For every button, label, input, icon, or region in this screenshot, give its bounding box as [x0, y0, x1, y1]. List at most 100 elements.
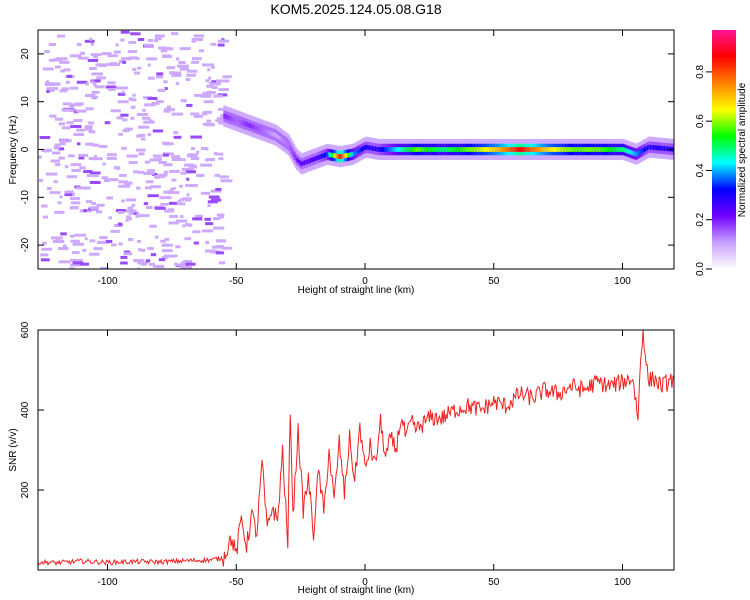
heatmap-cell [191, 37, 204, 41]
heatmap-cell [456, 147, 459, 152]
heatmap-cell [283, 139, 286, 145]
heatmap-cell [282, 138, 285, 143]
heatmap-cell [101, 176, 109, 180]
heatmap-cell [44, 49, 50, 53]
heatmap-cell [260, 127, 263, 133]
heatmap-cell [147, 96, 158, 100]
heatmap-cell [61, 87, 70, 91]
heatmap-cell [333, 153, 336, 158]
heatmap-cell [323, 152, 327, 158]
heatmap-cell [421, 147, 424, 152]
heatmap-cell [210, 189, 222, 193]
heatmap-cell [88, 130, 96, 134]
heatmap-cell [623, 147, 626, 153]
heatmap-cell [328, 152, 331, 158]
heatmap-cell [45, 80, 50, 84]
heatmap-cell [235, 118, 238, 124]
heatmap-cell [64, 139, 72, 143]
heatmap-cell [69, 206, 79, 210]
heatmap-cell [79, 166, 86, 170]
heatmap-cell [56, 239, 65, 243]
heatmap-cell [499, 147, 503, 152]
heatmap-cell [626, 148, 629, 154]
heatmap-cell [69, 234, 75, 238]
heatmap-cell [90, 95, 99, 99]
heatmap-cell [96, 203, 105, 207]
heatmap-cell [70, 103, 82, 107]
heatmap-cell [600, 147, 603, 152]
heatmap-cell [127, 50, 138, 54]
heatmap-cell [160, 239, 166, 243]
heatmap-cell [164, 209, 174, 213]
heatmap-cell [119, 173, 127, 177]
heatmap-cell [68, 154, 75, 158]
heatmap-cell [614, 147, 617, 152]
heatmap-cell [131, 203, 136, 207]
heatmap-cell [289, 146, 293, 151]
heatmap-cell [179, 47, 191, 51]
heatmap-cell [200, 163, 213, 167]
heatmap-cell [175, 219, 188, 223]
heatmap-cell [92, 157, 103, 161]
heatmap-cell [72, 242, 85, 246]
heatmap-cell [211, 82, 221, 86]
heatmap-cell [109, 153, 117, 157]
heatmap-cell [205, 79, 210, 83]
heatmap-cell [245, 121, 248, 127]
heatmap-cell [291, 149, 294, 154]
heatmap-cell [85, 94, 96, 98]
heatmap-cell [211, 80, 218, 84]
heatmap-cell [89, 171, 101, 175]
heatmap-cell [353, 151, 356, 157]
heatmap-cell [342, 153, 345, 159]
heatmap-cell [154, 175, 161, 179]
heatmap-cell [85, 200, 93, 204]
heatmap-cell [238, 119, 242, 125]
heatmap-cell [103, 179, 110, 183]
heatmap-cell [470, 147, 473, 152]
heatmap-cell [158, 46, 168, 50]
heatmap-cell [390, 147, 393, 152]
heatmap-cell [634, 151, 637, 157]
heatmap-cell [228, 115, 231, 121]
heatmap-cell [436, 147, 439, 152]
heatmap-cell [578, 147, 581, 152]
heatmap-cell [174, 262, 178, 266]
heatmap-cell [137, 239, 142, 243]
heatmap-cell [41, 204, 48, 208]
heatmap-cell [162, 54, 171, 58]
heatmap-cell [223, 113, 226, 119]
heatmap-cell [121, 199, 126, 203]
heatmap-cell [171, 178, 177, 182]
heatmap-cell [121, 90, 125, 94]
heatmap-cell [144, 186, 152, 190]
heatmap-cell [78, 156, 85, 160]
heatmap-cell [190, 112, 200, 116]
x-tick-label: 100 [614, 276, 631, 287]
y-tick-label: 200 [20, 481, 31, 498]
heatmap-cell [95, 210, 103, 214]
heatmap-cell [430, 147, 433, 152]
heatmap-cell [118, 132, 123, 136]
heatmap-cell [350, 152, 353, 158]
heatmap-cell [646, 145, 649, 151]
heatmap-cell [73, 133, 85, 137]
heatmap-cell [79, 262, 89, 266]
y-tick-label: -10 [20, 190, 31, 205]
x-tick-label: 0 [362, 276, 368, 287]
heatmap-cell [262, 127, 265, 133]
heatmap-cell [173, 131, 179, 135]
heatmap-cell [137, 37, 145, 41]
heatmap-cell [196, 150, 200, 154]
heatmap-cell [218, 157, 224, 161]
heatmap-cell [154, 34, 165, 38]
heatmap-cell [202, 122, 214, 126]
heatmap-cell [163, 108, 175, 112]
heatmap-cell [106, 62, 113, 66]
heatmap-cell [65, 80, 70, 84]
heatmap-cell [292, 151, 296, 157]
heatmap-cell [116, 86, 128, 90]
heatmap-cell [612, 147, 615, 152]
heatmap-cell [441, 147, 444, 152]
